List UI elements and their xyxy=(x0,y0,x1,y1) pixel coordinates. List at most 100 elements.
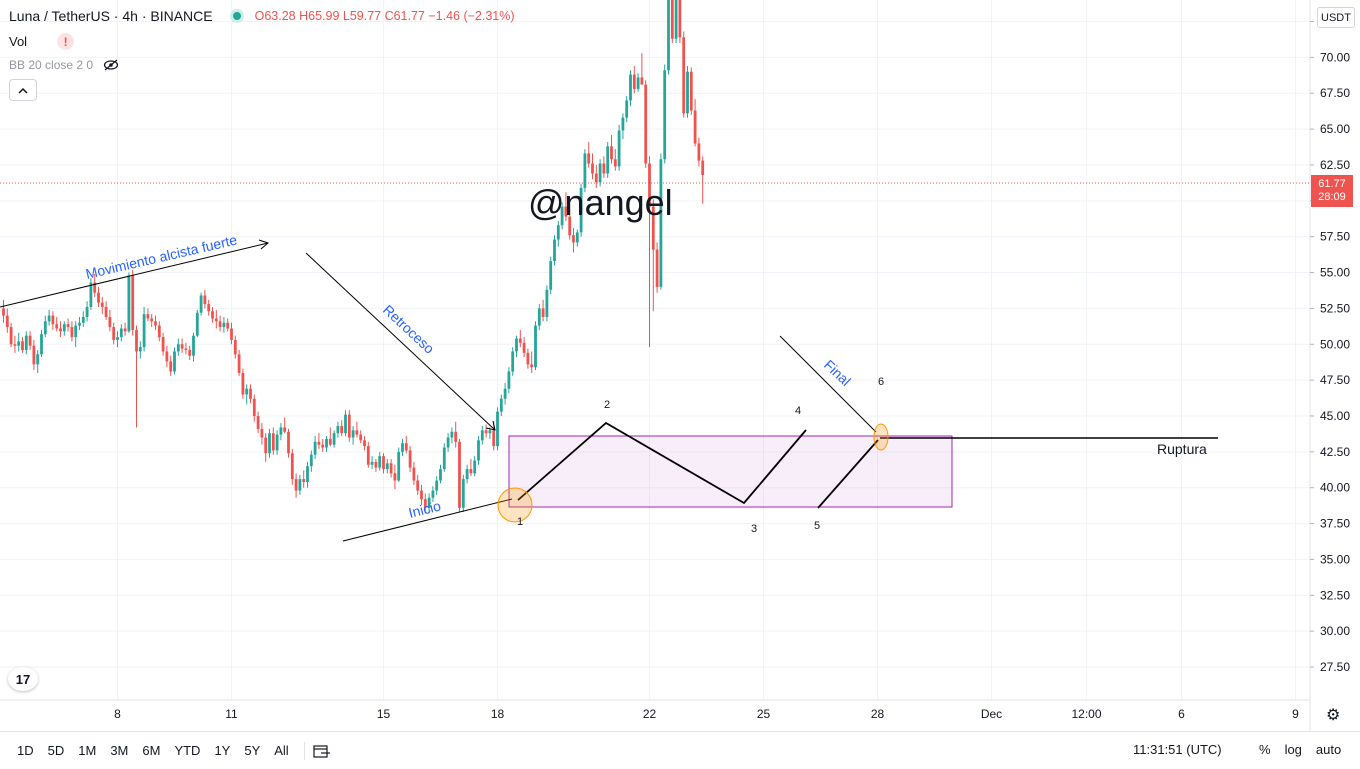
price-tick-label: 52.50 xyxy=(1320,301,1350,315)
price-tick-label: 67.50 xyxy=(1320,86,1350,100)
price-tick-label: 27.50 xyxy=(1320,660,1350,674)
point-label-5: 5 xyxy=(814,520,820,532)
candle-body xyxy=(484,430,488,434)
candle-body xyxy=(74,325,78,338)
candle-body xyxy=(287,431,290,454)
range-5d-button[interactable]: 5D xyxy=(47,743,65,758)
candle-body xyxy=(290,453,294,480)
bollinger-indicator-row[interactable]: BB 20 close 2 0 xyxy=(9,58,119,72)
candle-body xyxy=(268,433,271,454)
time-tick-label: 12:00 xyxy=(1071,707,1101,721)
candle-body xyxy=(328,438,332,445)
candle-body xyxy=(480,430,484,441)
retroceso-arrow xyxy=(305,252,496,431)
candle-body xyxy=(5,315,9,328)
candle-body xyxy=(17,341,21,346)
candle-body xyxy=(154,321,157,326)
auto-scale-toggle[interactable]: auto xyxy=(1315,742,1342,757)
candle-body xyxy=(51,315,55,325)
candle-body xyxy=(420,490,423,500)
range-all-button[interactable]: All xyxy=(274,743,289,758)
candle-body xyxy=(511,351,515,372)
candle-body xyxy=(477,440,480,461)
candle-body xyxy=(534,325,537,368)
range-1y-button[interactable]: 1Y xyxy=(214,743,231,758)
range-1d-button[interactable]: 1D xyxy=(17,743,34,758)
ruptura-label: Ruptura xyxy=(1157,441,1207,457)
pattern-line-a xyxy=(517,421,807,505)
candle-body xyxy=(93,282,97,293)
candle-body xyxy=(465,469,469,480)
currency-label[interactable]: USDT xyxy=(1317,7,1355,28)
candle-body xyxy=(617,130,621,167)
candle-body xyxy=(583,153,587,188)
toolbar-divider xyxy=(303,741,305,760)
candle-body xyxy=(36,354,40,365)
collapse-legend-button[interactable] xyxy=(9,79,37,101)
range-1m-button[interactable]: 1M xyxy=(78,743,97,758)
candle-body xyxy=(176,344,180,352)
range-box xyxy=(508,435,953,508)
candle-body xyxy=(697,143,701,161)
candle-body xyxy=(655,249,659,287)
candle-body xyxy=(355,430,359,435)
price-chart[interactable]: Movimiento alcista fuerte Retroceso Inic… xyxy=(0,0,1360,731)
candle-body xyxy=(632,74,636,89)
candle-body xyxy=(21,341,24,350)
candle-body xyxy=(112,327,116,340)
movimiento-arrow xyxy=(0,242,269,308)
candle-body xyxy=(667,0,670,71)
log-scale-toggle[interactable]: log xyxy=(1284,742,1302,757)
candle-body xyxy=(249,388,252,399)
candle-body xyxy=(336,426,340,434)
candle-body xyxy=(245,388,249,395)
tradingview-logo[interactable]: 17 xyxy=(8,667,38,691)
candle-body xyxy=(127,275,131,332)
candle-body xyxy=(47,315,51,322)
inicio-label: Inicio xyxy=(407,497,443,520)
warning-icon[interactable]: ! xyxy=(57,33,75,50)
candle-body xyxy=(85,306,89,318)
utc-clock[interactable]: 11:31:51 (UTC) xyxy=(1133,742,1222,757)
gear-icon[interactable]: ⚙ xyxy=(1326,707,1341,724)
candle-body xyxy=(442,447,446,470)
time-tick-label: 22 xyxy=(643,707,657,721)
candle-body xyxy=(309,454,313,467)
candle-body xyxy=(564,206,568,217)
volume-indicator-row[interactable]: Vol ! xyxy=(9,33,75,50)
watermark-text: @nangel xyxy=(528,182,673,223)
candle-body xyxy=(116,337,119,340)
candle-body xyxy=(598,163,602,183)
candle-body xyxy=(135,329,138,352)
bollinger-label: BB 20 close 2 0 xyxy=(9,58,94,72)
calendar-goto-icon[interactable] xyxy=(313,744,331,758)
candle-body xyxy=(575,232,579,243)
percent-scale-toggle[interactable]: % xyxy=(1259,742,1271,757)
candle-body xyxy=(473,460,477,474)
candle-body xyxy=(606,146,610,174)
candle-body xyxy=(579,187,583,233)
price-tick-label: 37.50 xyxy=(1320,517,1350,531)
price-tick-label: 45.00 xyxy=(1320,409,1350,423)
price-tick-label: 70.00 xyxy=(1320,50,1350,64)
candle-body xyxy=(659,159,663,287)
candle-body xyxy=(602,163,606,174)
candle-body xyxy=(503,388,507,399)
pattern-line-b xyxy=(817,439,879,509)
candle-body xyxy=(560,206,564,226)
candle-body xyxy=(427,497,431,508)
candle-body xyxy=(351,430,355,438)
eye-crossed-icon[interactable] xyxy=(103,59,119,71)
range-5y-button[interactable]: 5Y xyxy=(244,743,261,758)
range-3m-button[interactable]: 3M xyxy=(110,743,129,758)
candle-body xyxy=(404,443,408,451)
candle-body xyxy=(670,0,674,39)
candle-body xyxy=(408,450,412,468)
symbol-title[interactable]: Luna / TetherUS · 4h · BINANCE xyxy=(9,8,213,24)
inicio-line xyxy=(342,498,513,542)
symbol-legend[interactable]: Luna / TetherUS · 4h · BINANCE O63.28 H6… xyxy=(9,8,515,24)
candle-body xyxy=(693,110,697,144)
range-ytd-button[interactable]: YTD xyxy=(174,743,201,758)
range-6m-button[interactable]: 6M xyxy=(142,743,161,758)
candle-body xyxy=(40,334,43,355)
